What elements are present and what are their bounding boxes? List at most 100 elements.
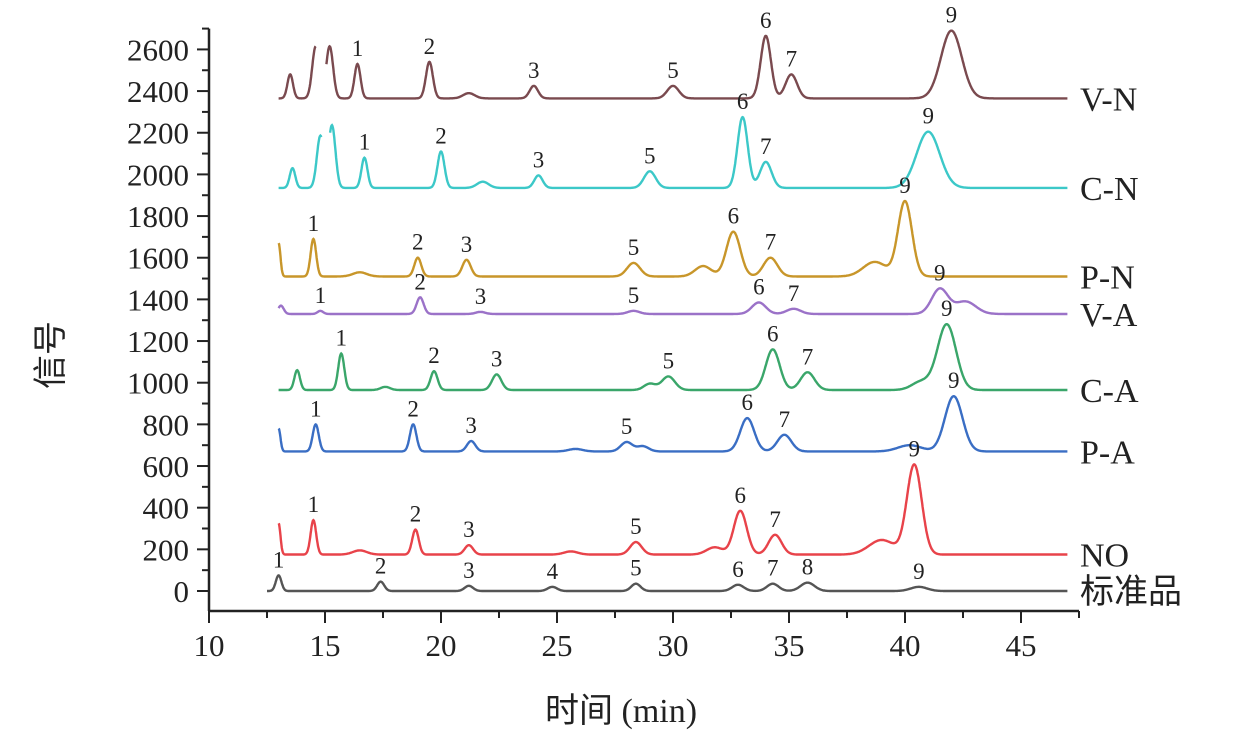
y-tick-label: 2600: [127, 32, 189, 67]
series-line-5: [277, 199, 1068, 278]
peak-label: 9: [913, 559, 925, 584]
y-tick-label: 1000: [127, 366, 189, 401]
peak-label: 1: [308, 492, 320, 517]
y-tick-label: 2200: [127, 116, 189, 151]
peak-label: 2: [424, 34, 436, 59]
peak-label: 1: [359, 130, 371, 155]
x-tick-label: 40: [890, 628, 921, 663]
y-tick-label: 1400: [127, 282, 189, 317]
peak-label: 6: [767, 321, 779, 346]
series-line-1: [277, 463, 1068, 556]
y-tick-label: 1200: [127, 324, 189, 359]
peak-label: 9: [948, 368, 960, 393]
peak-label: 3: [528, 58, 540, 83]
peak-label: 1: [308, 211, 320, 236]
peak-label: 1: [352, 36, 364, 61]
peak-label: 7: [779, 407, 791, 432]
series-line-3: [278, 323, 1068, 392]
y-tick-label: 600: [143, 449, 190, 484]
peak-label: 6: [760, 8, 772, 33]
peak-label: 1: [273, 547, 285, 572]
y-tick-label: 1800: [127, 199, 189, 234]
peak-label: 3: [463, 517, 475, 542]
peak-label: 8: [802, 555, 814, 580]
series-name-label: C-N: [1080, 171, 1139, 208]
peak-label: 5: [644, 143, 656, 168]
peak-label: 1: [310, 396, 322, 421]
series-name-label: V-A: [1080, 297, 1138, 334]
series-name-label: NO: [1080, 538, 1129, 575]
peak-label: 5: [628, 235, 640, 260]
peak-label: 7: [769, 507, 781, 532]
peak-label: 1: [335, 326, 347, 351]
y-tick-label: 2000: [127, 157, 189, 192]
peak-label: 7: [760, 134, 772, 159]
traces: [267, 29, 1068, 593]
series-name-label: P-N: [1080, 259, 1135, 296]
peak-label: 7: [765, 230, 777, 255]
series-line-2: [277, 394, 1068, 453]
peak-label: 9: [909, 436, 921, 461]
peak-label: 9: [941, 296, 953, 321]
peak-label: 2: [435, 123, 447, 148]
peak-label: 6: [741, 390, 753, 415]
peak-label: 7: [788, 281, 800, 306]
peak-label: 5: [621, 414, 633, 439]
x-tick-label: 30: [658, 628, 689, 663]
peak-label: 6: [728, 204, 740, 229]
x-tick-label: 25: [542, 628, 573, 663]
peak-label: 5: [630, 556, 642, 581]
peak-label: 6: [737, 89, 749, 114]
series-line-4: [277, 287, 1068, 316]
y-tick-label: 0: [174, 574, 190, 609]
peak-label: 2: [375, 554, 387, 579]
peak-label: 5: [630, 514, 642, 539]
peak-label: 2: [407, 396, 419, 421]
x-axis-label: 时间 (min): [545, 693, 697, 730]
x-tick-label: 10: [194, 628, 225, 663]
peak-label: 6: [753, 275, 765, 300]
peak-label: 3: [463, 558, 475, 583]
series-line-7: [278, 29, 1068, 100]
peak-label: 9: [899, 173, 911, 198]
peak-label: 4: [547, 559, 559, 584]
peak-label: 7: [802, 344, 814, 369]
y-tick-label: 400: [143, 491, 190, 526]
peak-label: 9: [946, 3, 958, 28]
peak-label: 2: [414, 269, 426, 294]
peak-label: 3: [475, 284, 487, 309]
x-tick-label: 15: [310, 628, 341, 663]
x-tick-label: 45: [1006, 628, 1037, 663]
peak-label: 9: [922, 104, 934, 129]
peak-label: 7: [786, 46, 798, 71]
peak-label: 5: [667, 58, 679, 83]
y-tick-label: 800: [143, 407, 190, 442]
peak-label: 3: [533, 147, 545, 172]
y-tick-label: 1600: [127, 241, 189, 276]
peak-label: 3: [491, 346, 503, 371]
y-tick-label: 200: [143, 532, 190, 567]
series-line-0: [267, 574, 1068, 593]
x-tick-label: 20: [426, 628, 457, 663]
peak-label: 2: [410, 502, 422, 527]
peak-label: 5: [628, 283, 640, 308]
peak-label: 5: [663, 348, 675, 373]
peak-label: 7: [767, 556, 779, 581]
x-tick-label: 35: [774, 628, 805, 663]
peak-label: 3: [461, 232, 473, 257]
series-line-6: [278, 115, 1068, 190]
series-name-label: V-N: [1080, 81, 1137, 118]
series-name-label: C-A: [1080, 373, 1139, 410]
peak-label: 6: [735, 483, 747, 508]
peak-label: 2: [428, 343, 440, 368]
series-name-label: P-A: [1080, 434, 1135, 471]
axes: 10 15 20 25 30 35 40 45020040060080010001200140…: [127, 27, 1080, 663]
y-axis-label: 信号: [32, 321, 70, 389]
peak-label: 3: [465, 413, 477, 438]
peak-label: 6: [732, 557, 744, 582]
series-name-label: 标准品: [1080, 573, 1182, 611]
peak-label: 2: [412, 230, 424, 255]
